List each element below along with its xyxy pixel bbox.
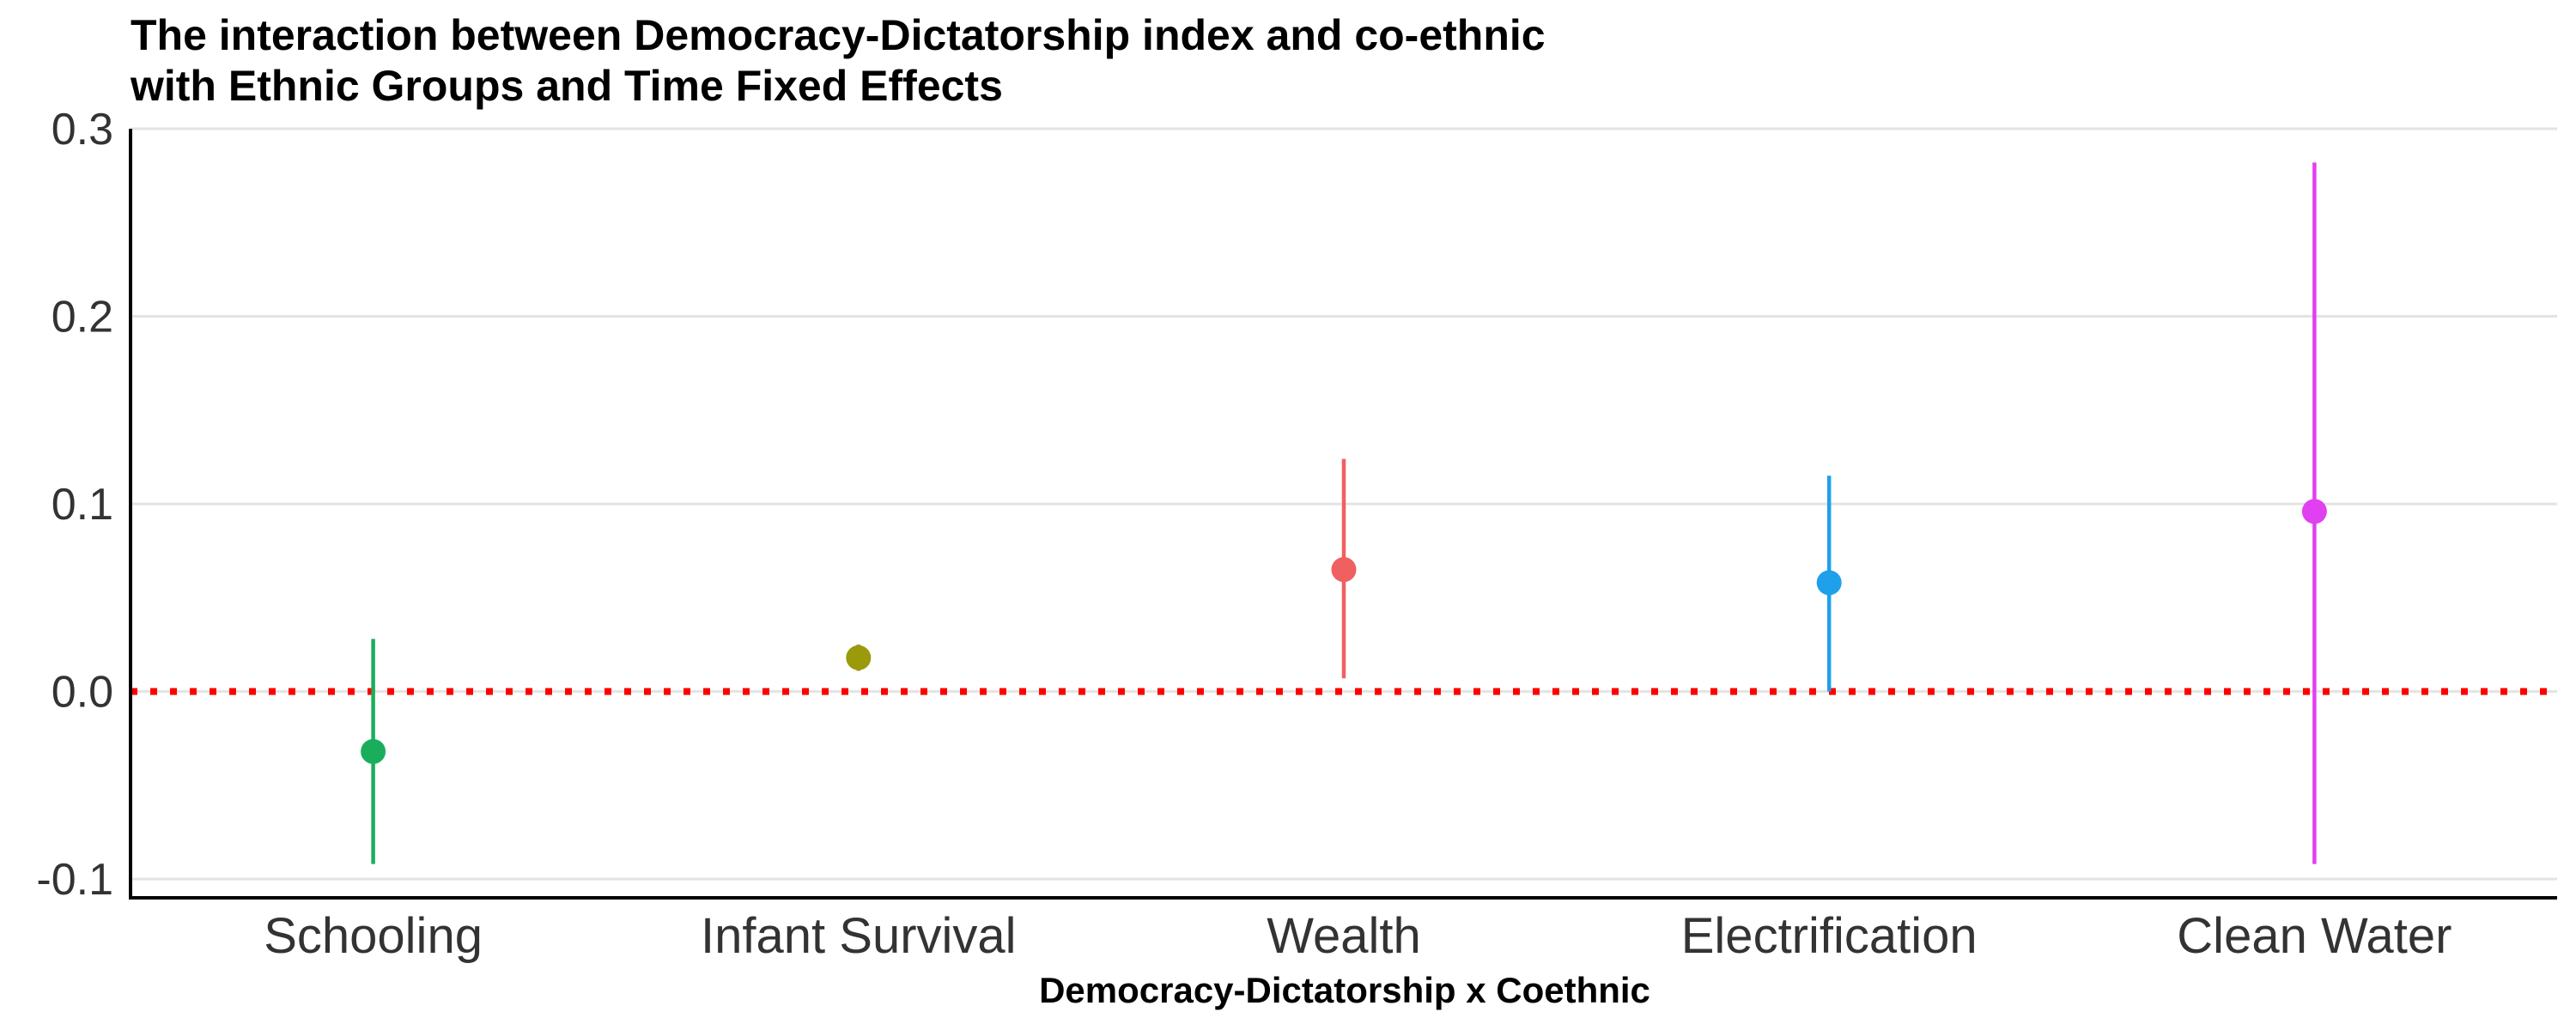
axes — [129, 129, 2557, 900]
x-tick-label: Electrification — [1681, 908, 1978, 964]
y-tick-label: -0.1 — [36, 855, 113, 905]
y-tick-label: 0.2 — [52, 293, 113, 342]
chart-title-line-2: with Ethnic Groups and Time Fixed Effect… — [130, 62, 1003, 110]
x-tick-label: Clean Water — [2177, 908, 2451, 964]
chart-title: The interaction between Democracy-Dictat… — [130, 11, 1546, 110]
x-tick-labels: Schooling Infant Survival Wealth Electrific… — [264, 908, 2451, 964]
y-tick-labels: -0.1 0.0 0.1 0.2 0.3 — [36, 105, 113, 905]
chart-title-line-1: The interaction between Democracy-Dictat… — [131, 11, 1546, 59]
data-marks — [361, 162, 2327, 864]
y-tick-label: 0.1 — [52, 480, 113, 530]
x-tick-label: Infant Survival — [701, 908, 1017, 964]
point-estimate — [1816, 570, 1842, 596]
x-axis-title: Democracy-Dictatorship x Coethnic — [1039, 970, 1650, 1010]
point-estimate — [361, 739, 386, 765]
point-estimate — [1331, 557, 1357, 583]
x-tick-label: Schooling — [264, 908, 483, 964]
y-tick-label: 0.3 — [52, 105, 113, 154]
x-tick-label: Wealth — [1267, 908, 1420, 964]
point-estimate — [846, 645, 872, 670]
y-tick-label: 0.0 — [52, 668, 113, 718]
point-estimate — [2301, 499, 2327, 524]
